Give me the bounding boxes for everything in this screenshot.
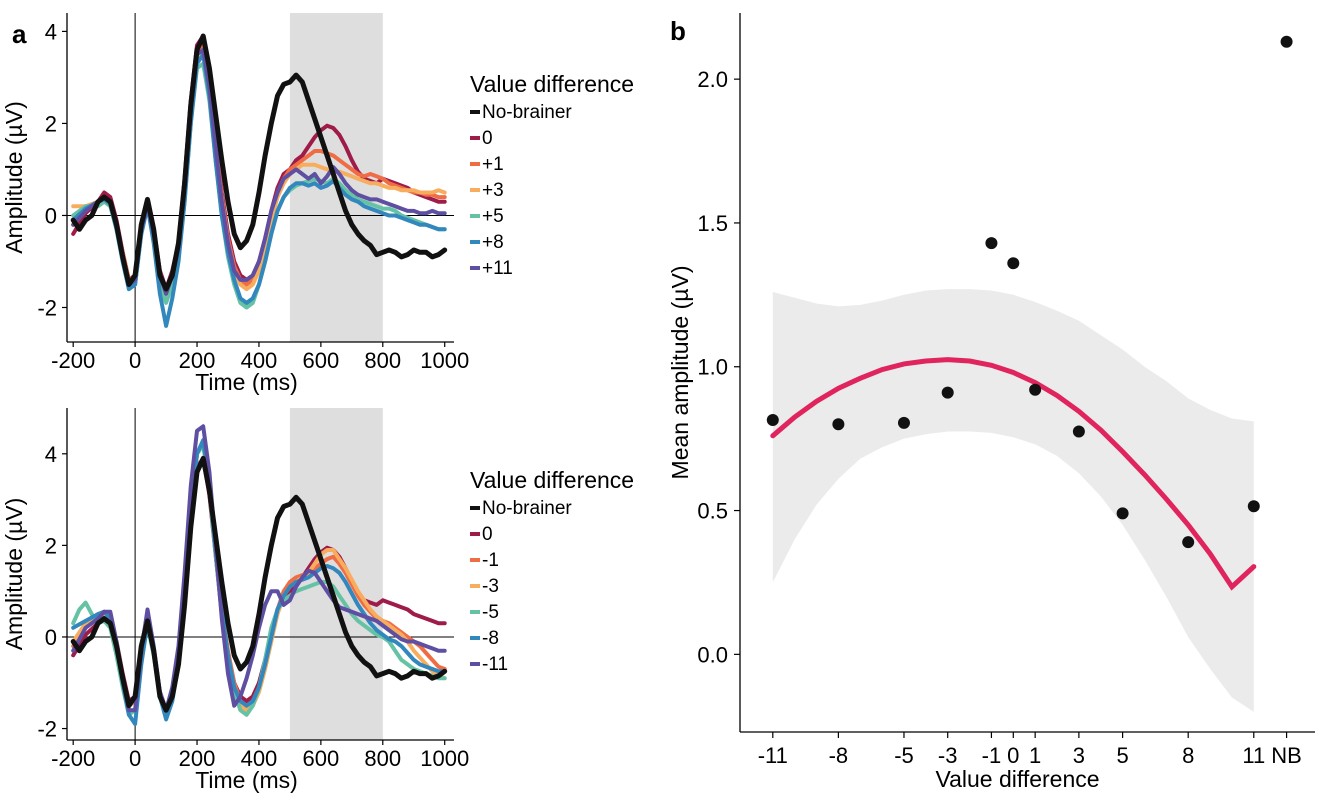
series-line xyxy=(71,442,447,717)
data-point xyxy=(1072,425,1085,438)
x-axis-label: Value difference xyxy=(935,766,1099,792)
x-tick-label: 1000 xyxy=(420,746,469,771)
x-tick-label: -3 xyxy=(938,743,958,768)
series-line xyxy=(71,47,447,296)
x-tick-label: 400 xyxy=(241,746,278,771)
x-tick-label: 600 xyxy=(303,348,340,373)
panel-a-label: a xyxy=(12,19,27,49)
series-line xyxy=(71,442,447,717)
data-point xyxy=(1116,507,1129,520)
x-tick-label: 0 xyxy=(129,746,141,771)
legend-item-label: -5 xyxy=(482,602,499,623)
y-tick-label: 4 xyxy=(45,442,57,467)
y-tick-label: -2 xyxy=(37,717,57,742)
data-point xyxy=(832,418,845,431)
y-tick-label: 2.0 xyxy=(697,67,728,92)
legend-item-label: +11 xyxy=(482,258,513,279)
confidence-ribbon xyxy=(772,289,1254,712)
y-tick-label: 0.5 xyxy=(697,499,728,524)
x-tick-label: 5 xyxy=(1116,743,1128,768)
x-tick-label: 1000 xyxy=(420,348,469,373)
x-tick-label: NB xyxy=(1271,743,1302,768)
data-point xyxy=(1247,500,1260,513)
x-tick-label: 200 xyxy=(179,348,216,373)
legend-title: Value difference xyxy=(470,71,634,97)
series-line xyxy=(71,438,447,726)
y-axis-label: Amplitude (µV) xyxy=(1,498,27,651)
legend-item-label: 0 xyxy=(482,128,493,149)
y-tick-label: 1.5 xyxy=(697,211,728,236)
x-tick-label: 0 xyxy=(129,348,141,373)
data-point xyxy=(985,237,998,250)
series-line xyxy=(71,424,447,713)
x-tick-label: 3 xyxy=(1073,743,1085,768)
y-tick-label: -2 xyxy=(37,295,57,320)
x-tick-label: 800 xyxy=(364,746,401,771)
data-point xyxy=(1029,383,1042,396)
legend-item-label: 0 xyxy=(482,524,493,545)
data-point xyxy=(1182,536,1195,549)
x-tick-label: 200 xyxy=(179,746,216,771)
series-line xyxy=(71,442,447,717)
x-tick-label: 8 xyxy=(1182,743,1194,768)
quadratic-fit-line xyxy=(770,357,1257,591)
x-tick-label: 1 xyxy=(1029,743,1041,768)
panel-a-bottom-erp-plot: -200 0 200 400 600 800 1000 -2 0 2 4 Time (ms) Ampli… xyxy=(1,408,634,793)
legend-item-label: -1 xyxy=(482,550,499,571)
y-axis-label: Mean amplitude (µV) xyxy=(667,266,693,480)
x-tick-label: 800 xyxy=(364,348,401,373)
x-tick-label: 11 xyxy=(1242,743,1265,768)
x-axis-label: Time (ms) xyxy=(195,369,298,395)
legend-item-label: -3 xyxy=(482,576,499,597)
panel-a-top-erp-plot: -200 0 200 400 600 800 1000 -2 0 2 4 Time (ms) Ampli… xyxy=(1,13,634,395)
data-point xyxy=(1280,35,1293,48)
x-tick-label: -1 xyxy=(982,743,1002,768)
legend-item-label: -11 xyxy=(482,654,508,675)
x-tick-label: -8 xyxy=(829,743,849,768)
y-tick-label: 0.0 xyxy=(697,642,728,667)
data-point xyxy=(766,413,779,426)
data-point xyxy=(941,386,954,399)
y-tick-label: 0 xyxy=(45,203,57,228)
legend-item-label: +5 xyxy=(482,206,504,227)
x-tick-label: 0 xyxy=(1007,743,1019,768)
y-tick-label: 2 xyxy=(45,111,57,136)
x-tick-label: -200 xyxy=(51,348,95,373)
legend-item-label: +8 xyxy=(482,232,504,253)
x-tick-label: -11 xyxy=(758,743,788,768)
legend-item-label: No-brainer xyxy=(482,102,572,123)
x-tick-label: -200 xyxy=(51,746,95,771)
data-point xyxy=(897,416,910,429)
y-tick-label: 0 xyxy=(45,625,57,650)
x-tick-label: 600 xyxy=(303,746,340,771)
legend-item-label: -8 xyxy=(482,628,499,649)
data-point xyxy=(1007,257,1020,270)
y-tick-label: 1.0 xyxy=(697,355,728,380)
legend-item-label: +1 xyxy=(482,154,504,175)
y-tick-label: 2 xyxy=(45,533,57,558)
panel-b-scatter-plot: -11 -8 -5 -3 -1 0 1 3 5 8 11 NB 0.0 0.5 1.0 1.5 2.0 Value… xyxy=(667,13,1315,792)
series-line xyxy=(70,455,448,713)
x-tick-label: -5 xyxy=(894,743,914,768)
y-tick-label: 4 xyxy=(45,19,57,44)
legend-title: Value difference xyxy=(470,467,634,493)
x-tick-label: 400 xyxy=(241,348,278,373)
x-axis-label: Time (ms) xyxy=(195,767,298,793)
legend-item-label: +3 xyxy=(482,180,504,201)
legend-item-label: No-brainer xyxy=(482,498,572,519)
series-line xyxy=(70,33,448,292)
y-axis-label: Amplitude (µV) xyxy=(1,101,27,254)
panel-b-label: b xyxy=(670,16,686,46)
